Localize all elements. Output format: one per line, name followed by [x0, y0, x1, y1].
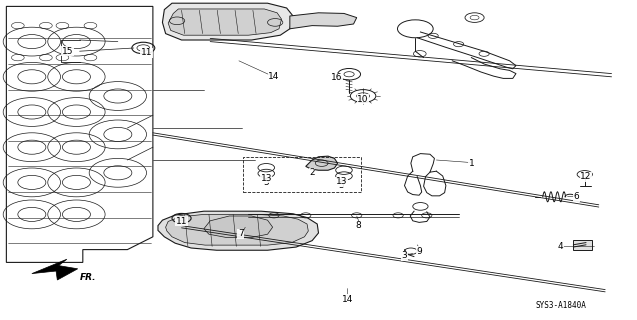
- Text: 13: 13: [261, 174, 272, 183]
- Text: 11: 11: [141, 48, 152, 57]
- Text: SYS3-A1840A: SYS3-A1840A: [535, 301, 586, 310]
- Text: 10: 10: [357, 95, 369, 104]
- Text: 14: 14: [341, 295, 353, 304]
- Text: 5: 5: [263, 178, 269, 187]
- Text: 5: 5: [338, 181, 345, 190]
- Polygon shape: [6, 6, 153, 262]
- Text: 9: 9: [416, 247, 422, 256]
- Text: 2: 2: [310, 168, 315, 177]
- Polygon shape: [290, 13, 357, 29]
- Text: 16: 16: [331, 73, 342, 82]
- Text: 3: 3: [401, 252, 408, 260]
- Polygon shape: [162, 3, 293, 40]
- Polygon shape: [168, 9, 282, 35]
- Text: 6: 6: [573, 192, 580, 201]
- Text: 14: 14: [268, 72, 280, 81]
- Text: 1: 1: [468, 159, 475, 168]
- Text: 11: 11: [176, 217, 187, 226]
- Text: 8: 8: [355, 221, 362, 230]
- Text: 12: 12: [580, 172, 592, 181]
- Polygon shape: [166, 214, 308, 245]
- FancyBboxPatch shape: [573, 240, 592, 250]
- Polygon shape: [158, 211, 318, 250]
- Polygon shape: [204, 216, 273, 237]
- Text: 15: 15: [62, 47, 73, 56]
- Text: 13: 13: [336, 177, 347, 186]
- Text: 4: 4: [558, 242, 563, 251]
- Text: 7: 7: [238, 229, 244, 238]
- Polygon shape: [32, 259, 78, 280]
- Polygon shape: [306, 156, 338, 170]
- Text: FR.: FR.: [80, 273, 96, 282]
